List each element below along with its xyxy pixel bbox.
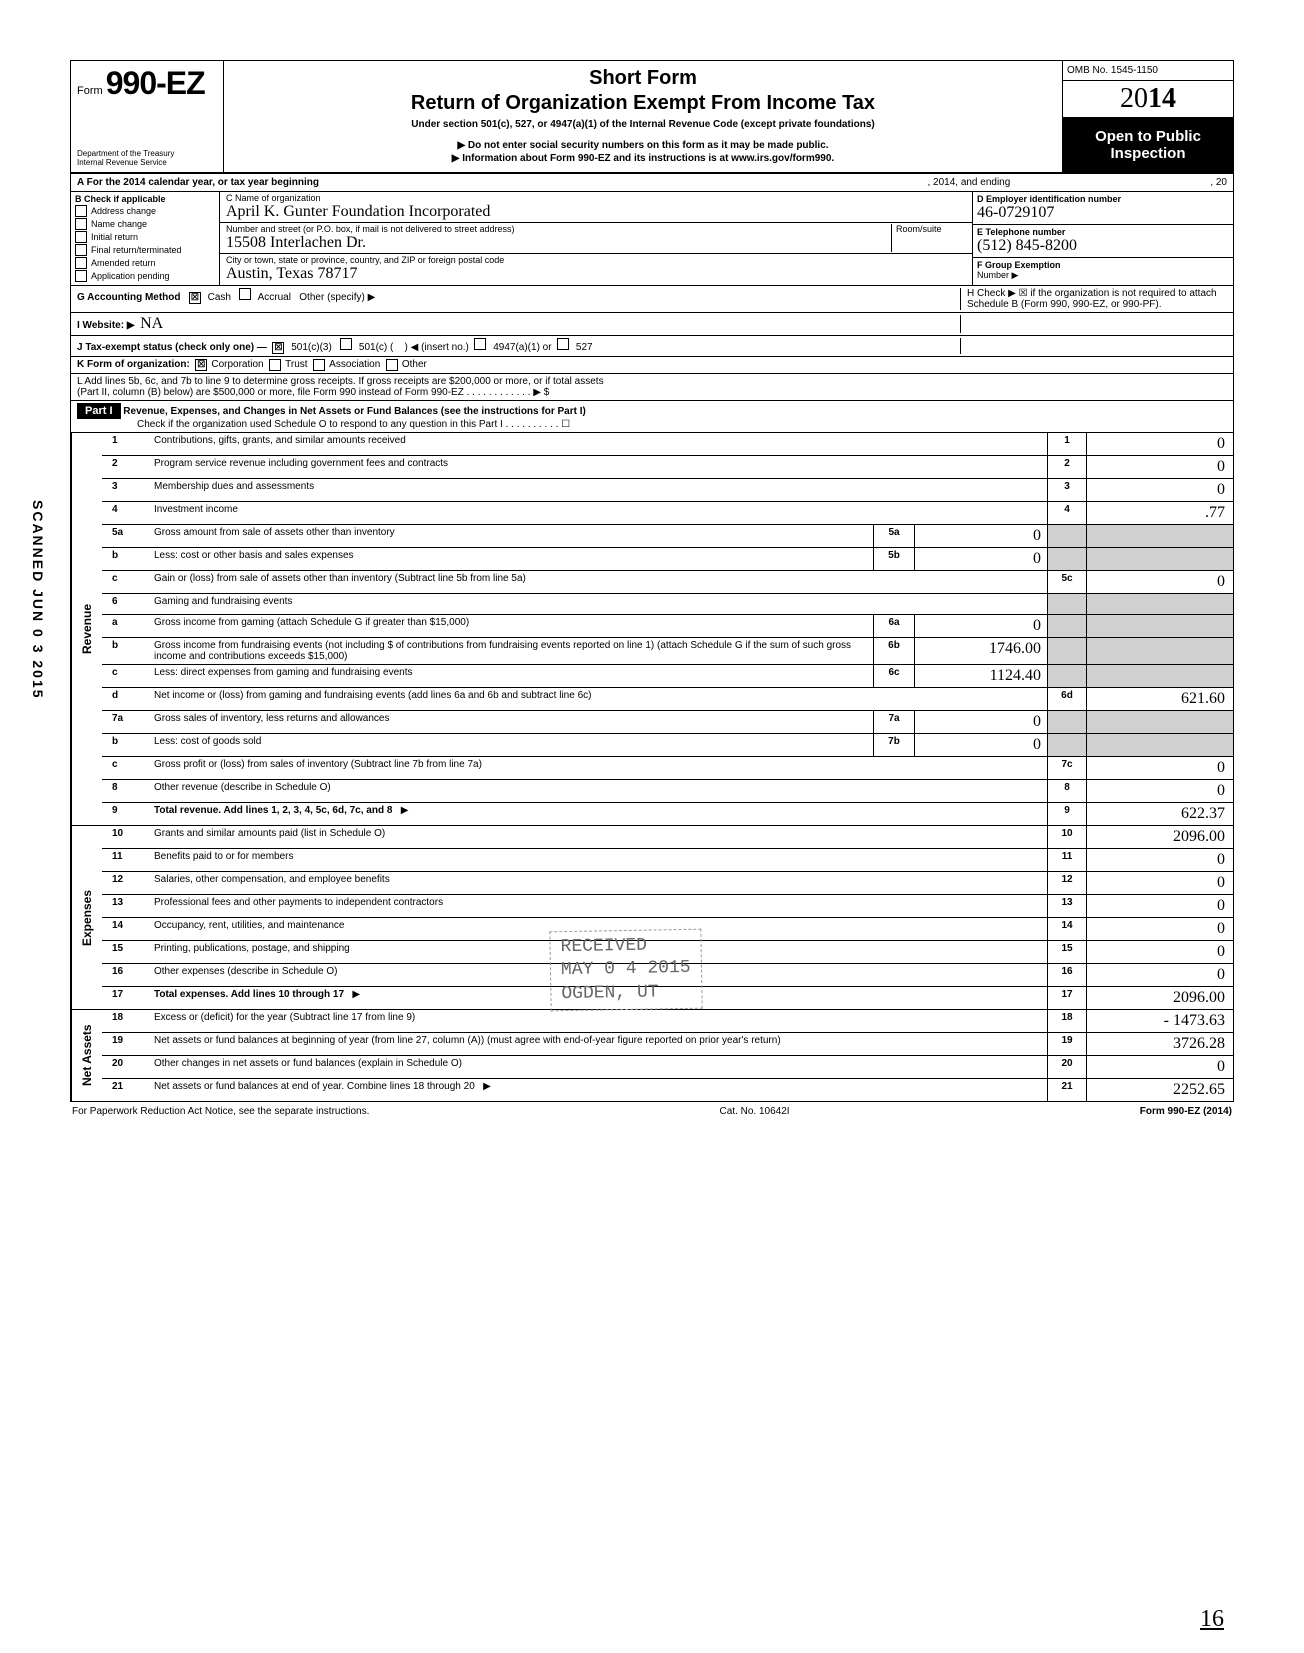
val-10: 2096.00 [1086, 826, 1233, 848]
row-a: A For the 2014 calendar year, or tax yea… [70, 174, 1234, 192]
chk-501c3[interactable]: ☒ [272, 342, 284, 354]
chk-accrual[interactable] [239, 288, 251, 300]
val-7a: 0 [914, 711, 1047, 733]
dept-treasury: Department of the Treasury Internal Reve… [77, 150, 217, 168]
section-bcd: B Check if applicable Address change Nam… [70, 192, 1234, 286]
val-1: 0 [1086, 433, 1233, 455]
val-5c: 0 [1086, 571, 1233, 593]
group-exemption: F Group Exemption Number ▶ [973, 258, 1233, 285]
val-13: 0 [1086, 895, 1233, 917]
val-18: - 1473.63 [1086, 1010, 1233, 1032]
row-l: L Add lines 5b, 6c, and 7b to line 9 to … [70, 374, 1234, 401]
val-7c: 0 [1086, 757, 1233, 779]
form-header: Form 990-EZ Department of the Treasury I… [70, 60, 1234, 174]
received-stamp: RECEIVED MAY 0 4 2015 OGDEN, UT [549, 929, 702, 1012]
chk-final[interactable]: Final return/terminated [75, 244, 215, 256]
omb-number: OMB No. 1545-1150 [1063, 61, 1233, 81]
val-2: 0 [1086, 456, 1233, 478]
val-19: 3726.28 [1086, 1033, 1233, 1055]
val-21: 2252.65 [1086, 1079, 1233, 1101]
revenue-label: Revenue [71, 433, 102, 825]
val-3: 0 [1086, 479, 1233, 501]
val-14: 0 [1086, 918, 1233, 940]
val-15: 0 [1086, 941, 1233, 963]
row-k: K Form of organization: ☒ Corporation Tr… [71, 357, 1233, 373]
val-6a: 0 [914, 615, 1047, 637]
ssn-warning: ▶ Do not enter social security numbers o… [234, 140, 1052, 151]
title-short-form: Short Form [234, 67, 1052, 90]
org-city: City or town, state or province, country… [220, 254, 972, 284]
chk-assoc[interactable] [313, 359, 325, 371]
chk-other[interactable] [386, 359, 398, 371]
info-link: ▶ Information about Form 990-EZ and its … [234, 153, 1052, 164]
org-name: C Name of organization April K. Gunter F… [220, 192, 972, 223]
tax-year: 2014 [1063, 81, 1233, 118]
chk-4947[interactable] [474, 338, 486, 350]
chk-501c[interactable] [340, 338, 352, 350]
val-6c: 1124.40 [914, 665, 1047, 687]
val-11: 0 [1086, 849, 1233, 871]
row-h: H Check ▶ ☒ if the organization is not r… [960, 288, 1227, 310]
val-12: 0 [1086, 872, 1233, 894]
ein: D Employer identification number 46-0729… [973, 192, 1233, 225]
scanned-stamp: SCANNED JUN 0 3 2015 [30, 500, 46, 700]
chk-cash[interactable]: ☒ [189, 292, 201, 304]
val-5a: 0 [914, 525, 1047, 547]
chk-address-change[interactable]: Address change [75, 205, 215, 217]
part-i-header: Part I Revenue, Expenses, and Changes in… [70, 401, 1234, 433]
title-return: Return of Organization Exempt From Incom… [234, 92, 1052, 115]
chk-amended[interactable]: Amended return [75, 257, 215, 269]
netassets-section: Net Assets 18Excess or (deficit) for the… [70, 1010, 1234, 1102]
chk-initial[interactable]: Initial return [75, 231, 215, 243]
val-5b: 0 [914, 548, 1047, 570]
val-8: 0 [1086, 780, 1233, 802]
open-public: Open to Public Inspection [1063, 118, 1233, 172]
under-section: Under section 501(c), 527, or 4947(a)(1)… [234, 119, 1052, 130]
chk-corp[interactable]: ☒ [195, 359, 207, 371]
row-j: J Tax-exempt status (check only one) — ☒… [71, 336, 1233, 357]
col-b-checkboxes: B Check if applicable Address change Nam… [71, 192, 220, 285]
form-number: Form 990-EZ [77, 65, 217, 102]
val-7b: 0 [914, 734, 1047, 756]
expenses-label: Expenses [71, 826, 102, 1009]
chk-trust[interactable] [269, 359, 281, 371]
row-g: G Accounting Method ☒ Cash Accrual Other… [71, 286, 1233, 313]
val-6d: 621.60 [1086, 688, 1233, 710]
val-4: .77 [1086, 502, 1233, 524]
val-9: 622.37 [1086, 803, 1233, 825]
chk-name-change[interactable]: Name change [75, 218, 215, 230]
val-16: 0 [1086, 964, 1233, 986]
chk-pending[interactable]: Application pending [75, 270, 215, 282]
chk-527[interactable] [557, 338, 569, 350]
revenue-section: Revenue 1Contributions, gifts, grants, a… [70, 433, 1234, 826]
row-i: I Website: ▶ NA [71, 313, 1233, 336]
org-address: Number and street (or P.O. box, if mail … [220, 223, 972, 254]
page-footer: For Paperwork Reduction Act Notice, see … [70, 1102, 1234, 1121]
telephone: E Telephone number (512) 845-8200 [973, 225, 1233, 258]
netassets-label: Net Assets [71, 1010, 102, 1101]
val-6b: 1746.00 [914, 638, 1047, 664]
val-20: 0 [1086, 1056, 1233, 1078]
page-number: 16 [1200, 1606, 1224, 1633]
val-17: 2096.00 [1086, 987, 1233, 1009]
